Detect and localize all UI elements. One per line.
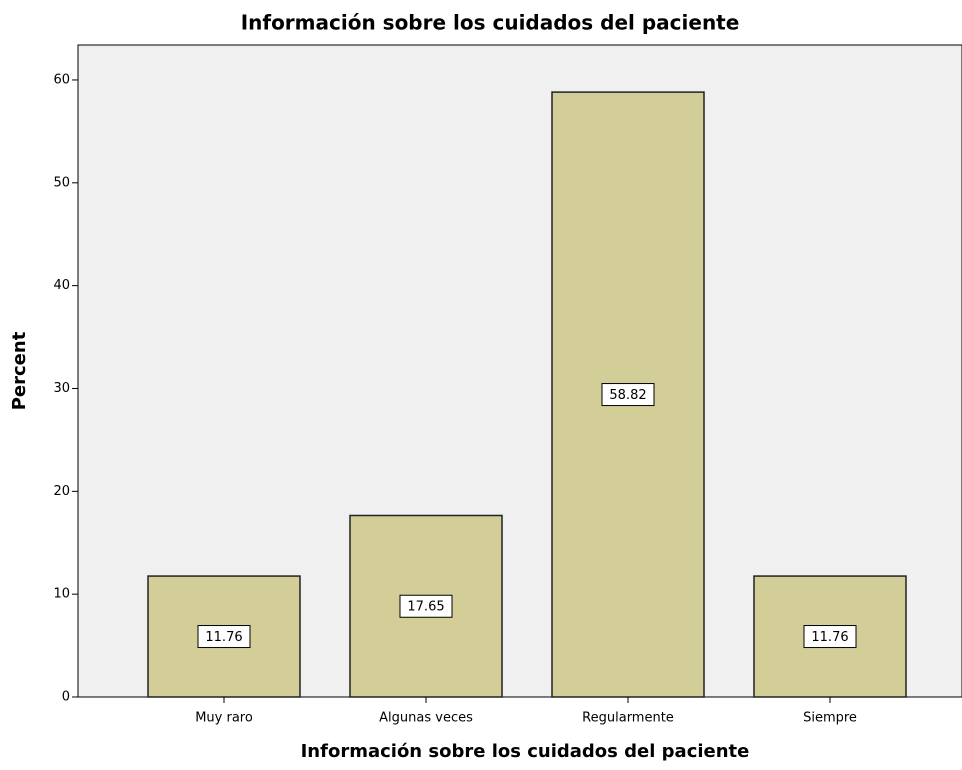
x-tick-label: Muy raro — [195, 711, 253, 726]
y-tick-label: 50 — [53, 175, 70, 190]
value-label-box — [601, 383, 655, 407]
y-tick-label: 30 — [53, 381, 70, 396]
y-tick-label: 0 — [62, 690, 70, 705]
value-label: 58.82 — [609, 388, 646, 403]
x-tick-label: Regularmente — [582, 711, 674, 726]
y-axis-title: Percent — [9, 331, 30, 410]
x-tick-label: Siempre — [803, 711, 857, 726]
value-label-box — [399, 594, 453, 618]
y-tick-label: 60 — [53, 72, 70, 87]
value-label: 11.76 — [811, 630, 848, 645]
value-label-box — [197, 625, 251, 649]
x-axis-title: Información sobre los cuidados del pacie… — [301, 741, 750, 762]
y-tick-label: 20 — [53, 484, 70, 499]
y-tick-label: 40 — [53, 278, 70, 293]
chart-title: Información sobre los cuidados del pacie… — [241, 11, 740, 35]
value-label-box — [803, 625, 857, 649]
x-tick-label: Algunas veces — [379, 711, 473, 726]
value-label: 17.65 — [407, 600, 444, 615]
value-label: 11.76 — [205, 630, 242, 645]
y-tick-label: 10 — [53, 587, 70, 602]
